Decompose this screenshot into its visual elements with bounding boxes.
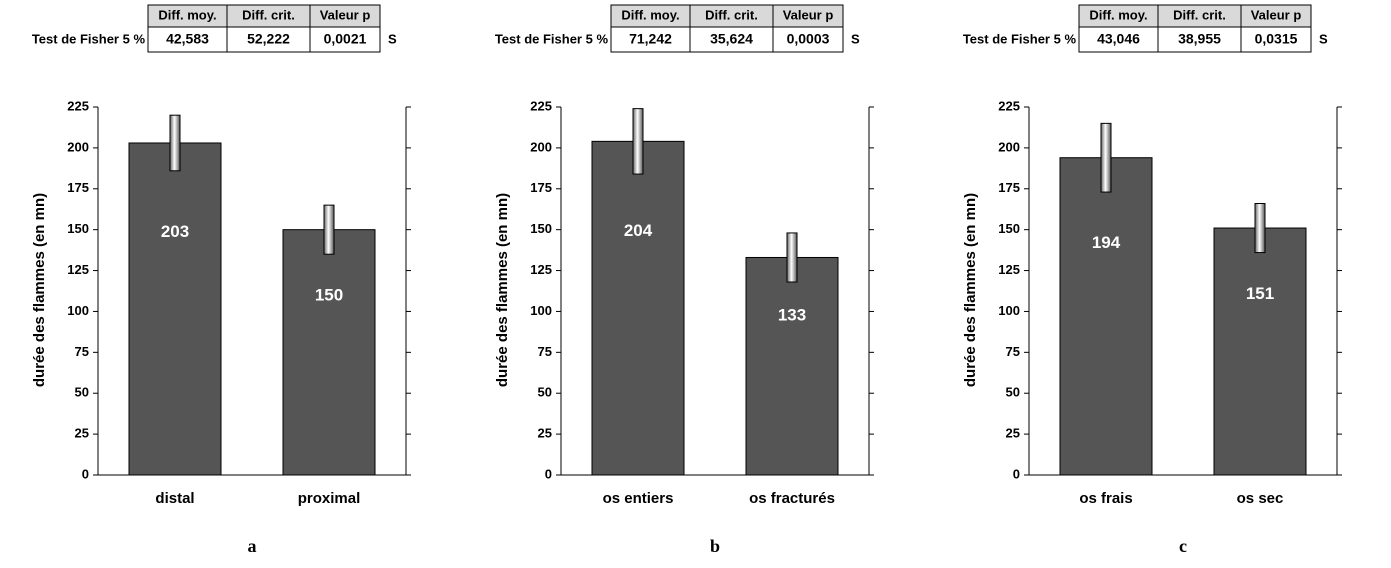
table-value: 0,0021: [324, 31, 367, 47]
table-header: Diff. crit.: [242, 7, 295, 22]
y-tick-label: 225: [998, 98, 1020, 113]
table-value: 71,242: [629, 31, 672, 47]
y-tick-label: 25: [1006, 426, 1020, 441]
value-label: 150: [315, 285, 343, 304]
y-tick-label: 125: [67, 262, 89, 277]
y-tick-label: 25: [75, 426, 89, 441]
value-label: 133: [778, 306, 806, 325]
y-tick-label: 0: [545, 466, 552, 481]
y-tick-label: 100: [67, 303, 89, 318]
y-tick-label: 175: [998, 180, 1020, 195]
error-bar: [323, 204, 335, 255]
y-tick-label: 50: [538, 385, 552, 400]
value-label: 204: [624, 221, 653, 240]
table-header: Valeur p: [1251, 7, 1302, 22]
table-row-label: Test de Fisher 5 %: [32, 31, 146, 46]
table-value: 0,0315: [1255, 31, 1298, 47]
x-tick-label: distal: [155, 490, 194, 507]
panel-label: a: [248, 536, 257, 556]
table-cell: [1240, 26, 1312, 53]
x-tick-label: os frais: [1079, 490, 1132, 507]
table-value: 35,624: [710, 31, 753, 47]
y-tick-label: 150: [998, 221, 1020, 236]
table-value: 52,222: [247, 31, 290, 47]
error-bar: [632, 108, 644, 175]
y-tick-label: 0: [82, 466, 89, 481]
table-header: Diff. moy.: [158, 7, 216, 22]
y-tick-label: 175: [67, 180, 89, 195]
table-header: Valeur p: [783, 7, 834, 22]
table-header: Diff. crit.: [1173, 7, 1226, 22]
y-tick-label: 0: [1013, 466, 1020, 481]
y-tick-label: 125: [998, 262, 1020, 277]
bar: [1213, 227, 1307, 476]
bar: [745, 256, 839, 476]
x-tick-label: proximal: [298, 490, 361, 507]
error-bar: [169, 114, 181, 172]
table-cell: [147, 26, 228, 53]
table-header: Diff. moy.: [1089, 7, 1147, 22]
y-tick-label: 225: [67, 98, 89, 113]
table-row-label: Test de Fisher 5 %: [963, 31, 1077, 46]
y-axis-label: durée des flammes (en mn): [31, 193, 48, 387]
y-tick-label: 100: [998, 303, 1020, 318]
value-label: 194: [1092, 233, 1121, 252]
value-label: 203: [161, 222, 189, 241]
panel-label: b: [710, 536, 720, 556]
bar: [128, 142, 222, 476]
table-cell: [689, 26, 774, 53]
table-cell: [772, 26, 844, 53]
table-header: Diff. moy.: [621, 7, 679, 22]
table-value: 42,583: [166, 31, 209, 47]
bar: [591, 140, 685, 476]
table-flag: S: [851, 31, 860, 46]
y-tick-label: 75: [75, 344, 89, 359]
y-tick-label: 75: [538, 344, 552, 359]
y-tick-label: 200: [998, 139, 1020, 154]
table-cell: [610, 26, 691, 53]
bar: [1059, 157, 1153, 476]
table-header: Valeur p: [320, 7, 371, 22]
y-axis-label: durée des flammes (en mn): [962, 193, 979, 387]
y-tick-label: 175: [530, 180, 552, 195]
table-cell: [309, 26, 381, 53]
y-tick-label: 50: [1006, 385, 1020, 400]
value-label: 151: [1246, 284, 1274, 303]
bar: [282, 229, 376, 476]
y-tick-label: 200: [67, 139, 89, 154]
x-tick-label: os fracturés: [749, 490, 835, 507]
y-tick-label: 150: [530, 221, 552, 236]
y-tick-label: 100: [530, 303, 552, 318]
y-tick-label: 125: [530, 262, 552, 277]
x-tick-label: os entiers: [603, 490, 674, 507]
table-cell: [1157, 26, 1242, 53]
table-flag: S: [1319, 31, 1328, 46]
table-header: Diff. crit.: [705, 7, 758, 22]
y-tick-label: 50: [75, 385, 89, 400]
error-bar: [1100, 122, 1112, 193]
y-tick-label: 200: [530, 139, 552, 154]
panel-label: c: [1179, 536, 1187, 556]
error-bar: [786, 232, 798, 283]
y-axis-label: durée des flammes (en mn): [494, 193, 511, 387]
table-cell: [1078, 26, 1159, 53]
x-tick-label: os sec: [1237, 490, 1284, 507]
table-value: 0,0003: [787, 31, 830, 47]
y-tick-label: 75: [1006, 344, 1020, 359]
table-flag: S: [388, 31, 397, 46]
table-value: 43,046: [1097, 31, 1140, 47]
y-tick-label: 150: [67, 221, 89, 236]
y-tick-label: 225: [530, 98, 552, 113]
y-tick-label: 25: [538, 426, 552, 441]
table-value: 38,955: [1178, 31, 1221, 47]
table-row-label: Test de Fisher 5 %: [495, 31, 609, 46]
error-bar: [1254, 202, 1266, 254]
